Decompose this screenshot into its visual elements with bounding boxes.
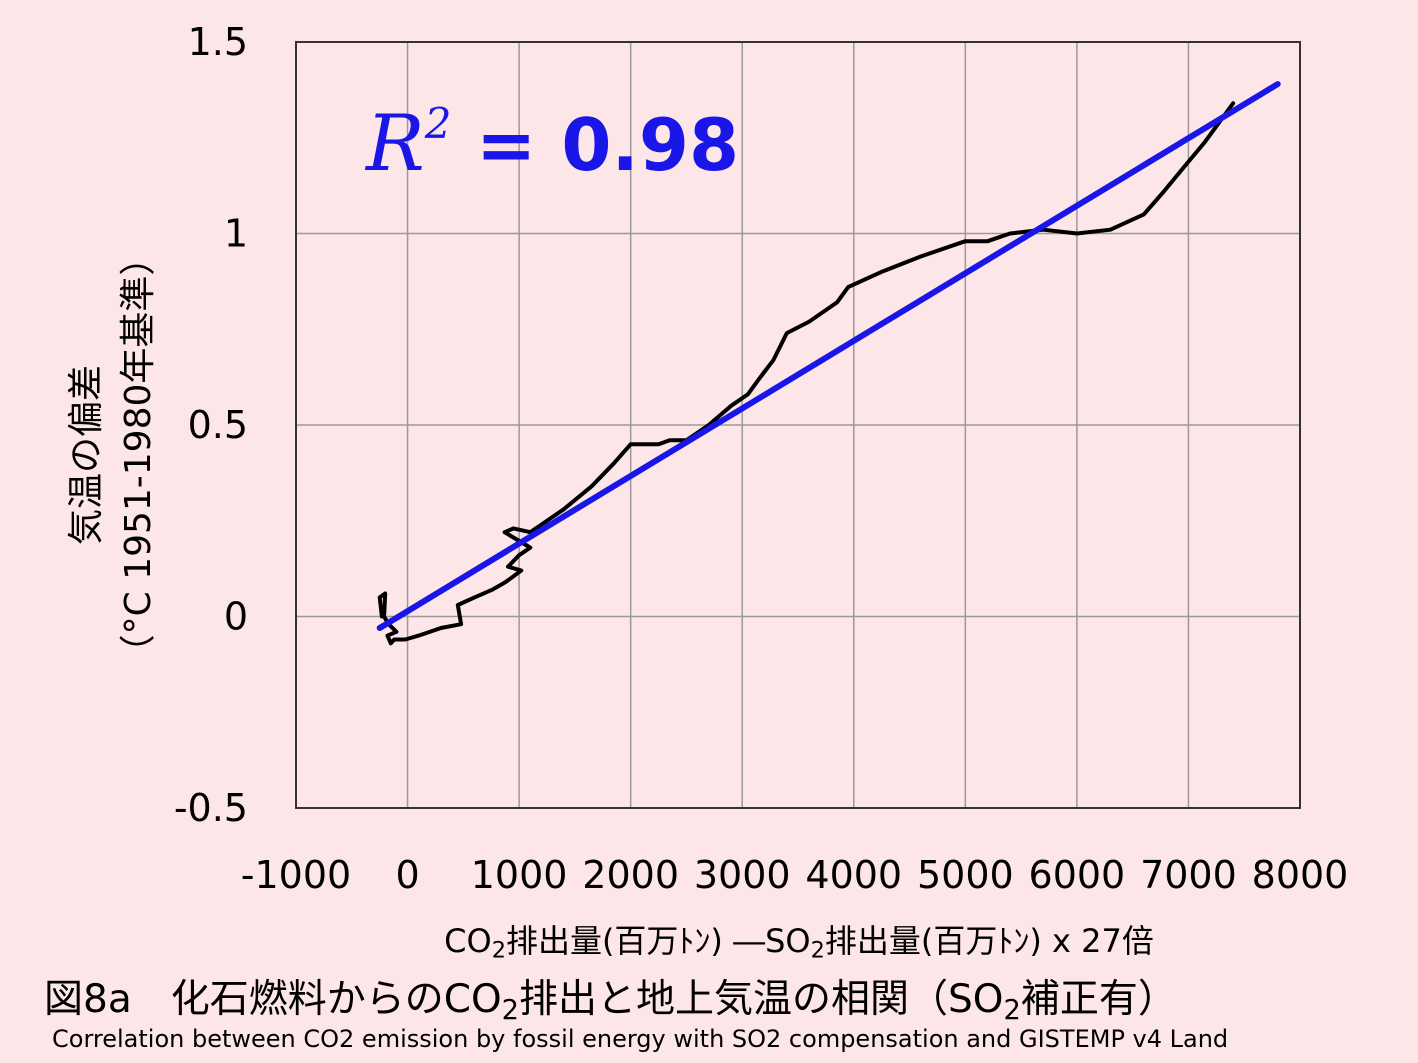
x-tick-label: 7000 bbox=[1140, 853, 1237, 897]
y-tick-label: 1.5 bbox=[188, 20, 248, 64]
x-axis-label-part1: CO bbox=[444, 922, 492, 960]
y-axis-ticks: 1.5 1 0.5 0 -0.5 bbox=[174, 20, 248, 830]
x-tick-label: 3000 bbox=[694, 853, 791, 897]
x-axis-ticks: -1000 0 1000 2000 3000 4000 5000 6000 7000 8000 bbox=[241, 853, 1349, 897]
figure-title-sub2: 2 bbox=[1003, 994, 1021, 1026]
figure-title-sub: 2 bbox=[501, 994, 520, 1026]
x-axis-label-sub2: 2 bbox=[810, 937, 825, 964]
r-squared-value: = 0.98 bbox=[476, 103, 739, 187]
r-squared-letter: R bbox=[364, 99, 425, 189]
x-tick-label: 2000 bbox=[582, 853, 679, 897]
x-tick-label: 4000 bbox=[805, 853, 902, 897]
y-tick-label: 0.5 bbox=[188, 403, 248, 447]
plot-area-frame bbox=[295, 41, 1301, 809]
x-axis-label-part3: 排出量(百万ﾄﾝ) x 27倍 bbox=[824, 922, 1154, 960]
x-tick-label: 0 bbox=[395, 853, 419, 897]
figure-title: 図8a 化石燃料からのCO2排出と地上気温の相関（SO2補正有） bbox=[44, 968, 1177, 1026]
y-axis-label-line1: 気温の偏差 bbox=[66, 365, 107, 545]
x-tick-label: 8000 bbox=[1252, 853, 1349, 897]
y-tick-label: 1 bbox=[224, 212, 248, 256]
y-tick-label: 0 bbox=[224, 595, 248, 639]
series-line-regression bbox=[376, 81, 1281, 631]
grid bbox=[295, 41, 1301, 809]
x-tick-label: -1000 bbox=[241, 853, 351, 897]
figure-subtitle: Correlation between CO2 emission by foss… bbox=[52, 1025, 1229, 1053]
x-tick-label: 5000 bbox=[917, 853, 1014, 897]
x-tick-label: 6000 bbox=[1029, 853, 1126, 897]
r-squared-exponent: 2 bbox=[424, 99, 452, 148]
r-squared-symbol: R2 bbox=[364, 99, 451, 189]
x-tick-label: 1000 bbox=[471, 853, 568, 897]
figure-title-b: 排出と地上気温の相関（SO bbox=[519, 977, 1004, 1022]
figure-title-c: 補正有） bbox=[1020, 977, 1177, 1022]
x-axis-label-part2: 排出量(百万ﾄﾝ) ―SO bbox=[505, 922, 811, 960]
series-line-observed bbox=[377, 101, 1236, 646]
series-layer bbox=[376, 81, 1281, 646]
figure-title-a: 図8a 化石燃料からのCO bbox=[44, 977, 502, 1022]
x-axis-label-sub1: 2 bbox=[491, 937, 506, 964]
y-tick-label: -0.5 bbox=[174, 786, 248, 830]
y-axis-label: 気温の偏差 （°C 1951-1980年基準） bbox=[66, 240, 159, 671]
y-axis-label-line2: （°C 1951-1980年基準） bbox=[118, 240, 159, 671]
x-axis-label: CO2排出量(百万ﾄﾝ) ―SO2排出量(百万ﾄﾝ) x 27倍 bbox=[0, 916, 1418, 964]
chart: 1.5 1 0.5 0 -0.5 -1000 0 1000 2000 3000 4000 5000 6… bbox=[66, 20, 1349, 897]
